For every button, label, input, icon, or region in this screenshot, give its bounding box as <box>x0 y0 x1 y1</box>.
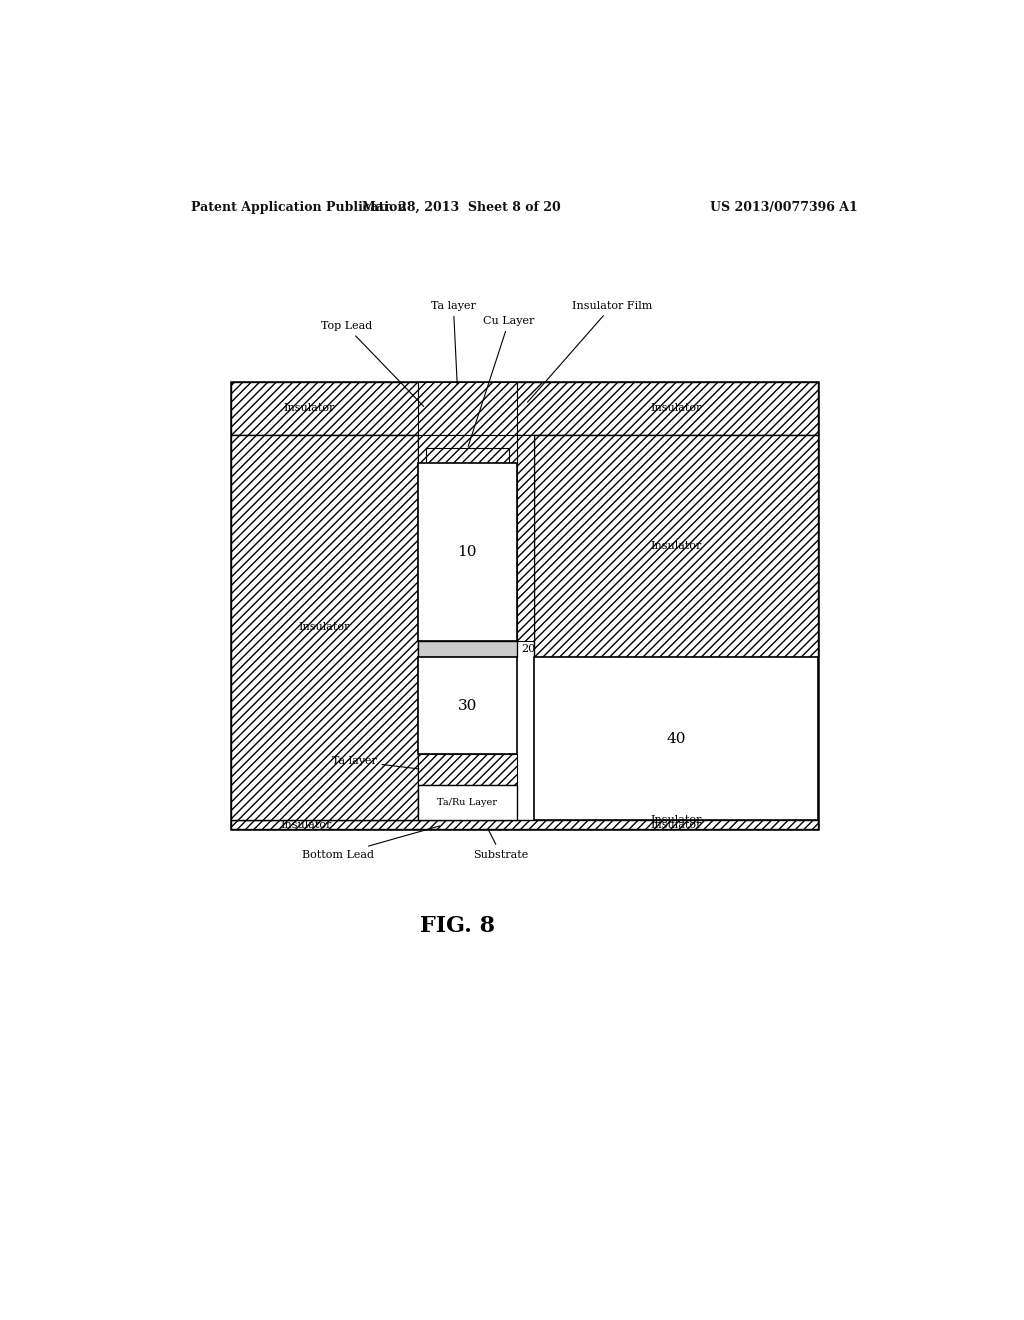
Text: Cu Layer: Cu Layer <box>468 315 535 446</box>
Text: Insulator: Insulator <box>650 541 702 552</box>
Bar <box>517 434 535 642</box>
Text: 30: 30 <box>458 698 477 713</box>
Bar <box>418 657 517 754</box>
Bar <box>426 447 509 463</box>
Text: Insulator: Insulator <box>650 820 702 830</box>
Bar <box>535 434 818 657</box>
Text: Insulator: Insulator <box>284 404 335 413</box>
Text: Patent Application Publication: Patent Application Publication <box>191 201 407 214</box>
Text: Ta layer: Ta layer <box>332 756 419 770</box>
Text: Insulator: Insulator <box>650 814 702 825</box>
Text: US 2013/0077396 A1: US 2013/0077396 A1 <box>711 201 858 214</box>
Bar <box>535 657 818 820</box>
Text: FIG. 8: FIG. 8 <box>420 915 495 937</box>
Bar <box>418 784 517 820</box>
Bar <box>418 463 517 642</box>
Text: 10: 10 <box>458 545 477 560</box>
Text: Insulator: Insulator <box>650 404 702 413</box>
Bar <box>418 754 517 784</box>
Text: Insulator: Insulator <box>299 623 350 632</box>
Text: Substrate: Substrate <box>473 830 528 859</box>
Text: Mar. 28, 2013  Sheet 8 of 20: Mar. 28, 2013 Sheet 8 of 20 <box>361 201 561 214</box>
Bar <box>231 434 418 820</box>
Text: Bottom Lead: Bottom Lead <box>302 826 439 859</box>
Bar <box>231 381 818 434</box>
Text: 20: 20 <box>521 644 536 655</box>
Text: Insulator Film: Insulator Film <box>527 301 652 403</box>
Bar <box>418 642 517 657</box>
Bar <box>418 381 517 434</box>
Text: Ta/Ru Layer: Ta/Ru Layer <box>437 797 498 807</box>
Bar <box>231 820 818 829</box>
Text: Insulator: Insulator <box>281 820 332 830</box>
Text: Ta layer: Ta layer <box>431 301 476 384</box>
Bar <box>231 381 818 829</box>
Text: 40: 40 <box>667 731 686 746</box>
Bar <box>418 434 517 463</box>
Text: Top Lead: Top Lead <box>321 321 424 407</box>
